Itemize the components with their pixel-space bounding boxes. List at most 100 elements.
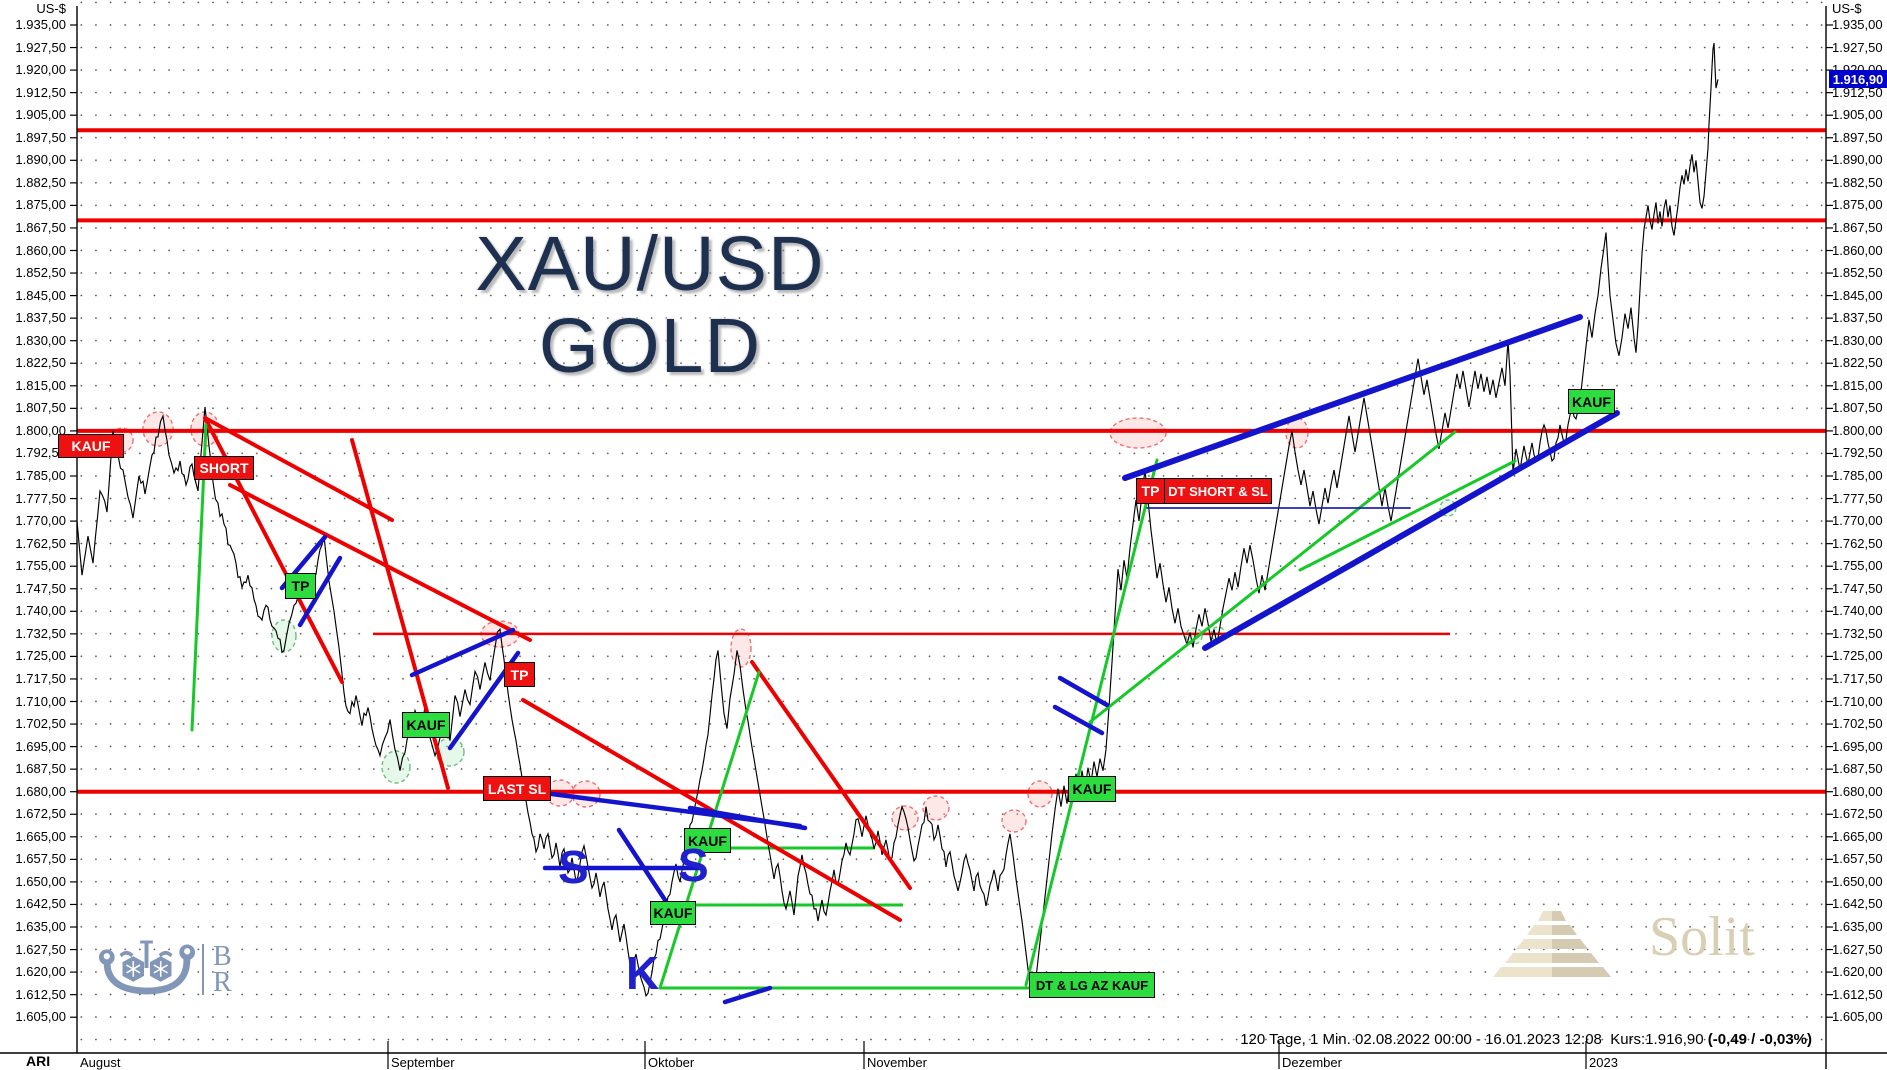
y-axis-label-right: 1.815,00 [1832,377,1883,393]
price-line [76,42,1719,998]
y-axis-label-right: 1.822,50 [1832,355,1883,371]
dt-lg-az-kauf-badge[interactable]: DT & LG AZ KAUF [1029,972,1155,998]
y-axis-label-left: 1.747,50 [15,580,66,596]
blue-trend-line[interactable] [1057,675,1110,708]
y-axis-label-right: 1.650,00 [1832,873,1883,889]
y-axis-label-left: 1.687,50 [15,761,66,777]
y-axis-label-right: 1.627,50 [1832,941,1883,957]
y-axis-label-right: 1.800,00 [1832,422,1883,438]
month-label-august: August [80,1055,121,1070]
highlight-circle-pink [891,805,919,831]
y-axis-label-left: 1.785,00 [15,468,66,483]
kauf-badge-sep[interactable]: KAUF [402,712,450,738]
blue-trend-line[interactable] [687,805,808,831]
chart-title: XAU/USD GOLD [385,223,915,389]
y-axis-label-left: 1.912,50 [15,84,66,100]
dt-short-sl-badge[interactable]: DT SHORT & SL [1164,478,1272,504]
highlight-circle-pink [1001,809,1027,833]
y-axis-label-left: 1.852,50 [15,265,66,281]
red-trend-line[interactable] [228,483,532,642]
y-axis-label-left: 1.755,00 [15,558,66,574]
kauf-badge-2023[interactable]: KAUF [1568,389,1615,414]
y-axis-label-left: 1.740,00 [15,603,66,619]
y-axis-label-right: 1.837,50 [1832,310,1883,326]
y-axis-label-right: 1.740,00 [1832,603,1883,619]
y-axis-label-right: 1.642,50 [1832,896,1883,912]
y-axis-label-left: 1.642,50 [15,896,66,912]
kauf-badge-okt-1[interactable]: KAUF [684,828,731,853]
y-axis-label-right: 1.680,00 [1832,783,1883,799]
last-sl-badge[interactable]: LAST SL [483,776,551,801]
y-axis-label-right: 1.890,00 [1832,152,1883,168]
kauf-badge-nov[interactable]: KAUF [1068,776,1116,802]
chart-title-name: GOLD [538,302,762,389]
y-axis-label-left: 1.920,00 [15,62,66,78]
status-bar: 120 Tage, 1 Min. 02.08.2022 00:00 - 16.0… [1240,1031,1812,1048]
viking-ship-icon [98,930,196,1009]
green-trend-line[interactable] [1298,459,1517,572]
y-axis-label-left: 1.807,50 [15,400,66,416]
highlight-circle-pink [1285,417,1309,449]
blue-trend-line[interactable] [409,627,516,678]
y-axis-label-right: 1.875,00 [1832,197,1883,213]
y-axis-label-left: 1.890,00 [15,152,66,168]
y-axis-label-right: 1.665,00 [1832,828,1883,844]
blue-trend-line[interactable] [1052,704,1105,736]
highlight-circle-green [271,619,297,653]
y-axis-label-right: 1.687,50 [1832,761,1883,777]
y-axis-label-left: 1.695,00 [15,738,66,754]
y-axis-label-left: 1.770,00 [15,513,66,529]
letter-k[interactable]: K [626,947,660,999]
y-axis-label-left: 1.620,00 [15,964,66,980]
y-axis-label-right: 1.807,50 [1832,400,1883,416]
y-axis-label-right: 1.635,00 [1832,919,1883,934]
pyramid-icon [1487,903,1617,988]
blue-channel-line[interactable] [1122,314,1583,481]
y-axis-label-right: 1.867,50 [1832,219,1883,235]
letter-s-1[interactable]: S [558,841,589,893]
y-axis-label-right: 1.747,50 [1832,580,1883,596]
short-badge-aug[interactable]: SHORT [194,456,254,480]
blue-channel-line[interactable] [1202,410,1620,651]
y-axis-label-left: 1.867,50 [15,219,66,235]
y-axis-label-right: 1.612,50 [1832,986,1883,1002]
y-axis-label-right: 1.792,50 [1832,445,1883,461]
y-axis-label-right: 1.860,00 [1832,242,1883,258]
status-change: (-0,49 / -0,03%) [1707,1031,1812,1048]
solit-logo: Solit [1487,903,1755,988]
y-axis-label-right: 1.672,50 [1832,806,1883,822]
blue-trend-line[interactable] [722,985,773,1005]
dot-grid-background [77,0,1826,1053]
highlight-circle-pink [922,795,950,821]
month-label-november: November [867,1055,927,1070]
kauf-badge-aug[interactable]: KAUF [58,434,124,458]
y-axis-label-left: 1.830,00 [15,332,66,348]
y-axis-label-left: 1.935,00 [15,17,66,32]
y-axis-label-right: 1.897,50 [1832,129,1883,145]
y-axis-label-left: 1.665,00 [15,828,66,844]
red-trend-line[interactable] [750,660,912,890]
tp-badge-sep[interactable]: TP [504,662,535,687]
bottom-left-label: ARI [26,1053,51,1069]
y-axis-label-left: 1.657,50 [15,851,66,867]
red-trend-line[interactable] [203,416,394,522]
status-info: 120 Tage, 1 Min. 02.08.2022 00:00 - 16.0… [1240,1031,1708,1048]
y-axis-label-left: 1.627,50 [15,941,66,957]
broker-logo: B R [98,930,232,1009]
kauf-badge-okt-2[interactable]: KAUF [650,901,696,925]
y-axis-label-left: 1.605,00 [15,1009,66,1025]
y-axis-label-right: 1.657,50 [1832,851,1883,867]
tp-badge-nov[interactable]: TP [1136,478,1165,504]
y-axis-label-right: 1.935,00 [1832,17,1883,32]
y-axis-label-left: 1.860,00 [15,242,66,258]
green-trend-line[interactable] [1088,430,1457,724]
y-axis-title-right: US-$ [1832,1,1862,16]
highlight-circle-green [1185,627,1203,645]
y-axis-label-right: 1.845,00 [1832,287,1883,303]
tp-badge-aug[interactable]: TP [285,573,316,599]
blue-trend-line[interactable] [297,555,343,628]
letter-s-2[interactable]: S [678,839,709,891]
y-axis-label-left: 1.905,00 [15,107,66,123]
